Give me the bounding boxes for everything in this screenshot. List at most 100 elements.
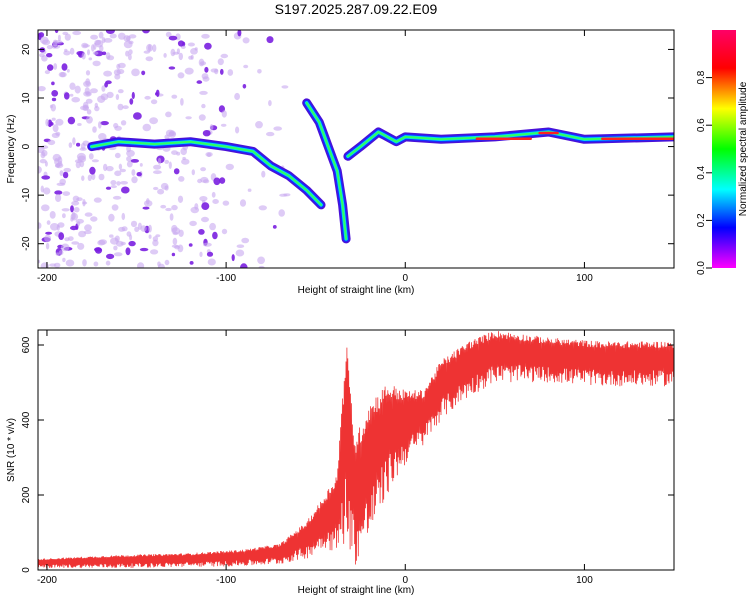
noise-speckle xyxy=(72,137,76,145)
noise-speckle xyxy=(55,194,62,202)
noise-speckle xyxy=(199,251,203,257)
x-tick-label: -100 xyxy=(216,273,236,284)
noise-speckle xyxy=(142,30,150,34)
noise-speckle xyxy=(71,201,80,206)
noise-speckle xyxy=(62,191,71,197)
noise-speckle xyxy=(51,81,55,86)
noise-speckle xyxy=(136,172,142,177)
noise-speckle xyxy=(71,241,80,245)
noise-speckle xyxy=(63,50,71,56)
x-tick-label: 100 xyxy=(576,575,593,586)
noise-speckle xyxy=(200,167,207,172)
noise-speckle xyxy=(214,68,219,75)
noise-speckle xyxy=(81,52,86,60)
noise-speckle xyxy=(49,211,56,219)
noise-speckle xyxy=(153,186,159,191)
noise-speckle xyxy=(105,80,112,85)
noise-speckle xyxy=(46,45,53,50)
noise-speckle xyxy=(74,159,82,163)
noise-speckle xyxy=(60,243,70,252)
noise-speckle xyxy=(47,64,54,71)
noise-speckle xyxy=(144,95,151,100)
noise-speckle xyxy=(81,175,85,181)
noise-speckle xyxy=(126,36,131,42)
x-tick-label: -200 xyxy=(37,575,57,586)
noise-speckle xyxy=(189,220,197,227)
noise-speckle xyxy=(137,262,145,268)
noise-speckle xyxy=(258,265,265,268)
noise-speckle xyxy=(185,116,192,120)
noise-speckle xyxy=(201,33,210,39)
noise-speckle xyxy=(205,152,213,157)
noise-speckle xyxy=(115,94,120,100)
noise-speckle xyxy=(150,249,159,255)
snr-marks xyxy=(38,331,674,569)
noise-speckle xyxy=(125,50,130,57)
noise-speckle xyxy=(168,161,172,169)
noise-speckle xyxy=(273,126,283,131)
noise-speckle xyxy=(128,49,133,55)
noise-speckle xyxy=(188,243,193,247)
x-tick-label: 100 xyxy=(576,273,593,284)
noise-speckle xyxy=(178,52,183,61)
noise-speckle xyxy=(134,226,140,232)
noise-speckle xyxy=(92,51,99,55)
noise-speckle xyxy=(69,82,76,90)
spectrogram-frame xyxy=(37,29,675,269)
noise-speckle xyxy=(109,234,114,238)
noise-speckle xyxy=(51,90,59,97)
noise-speckle xyxy=(148,44,152,52)
noise-speckle xyxy=(118,163,123,170)
noise-speckle xyxy=(85,91,91,96)
noise-speckle xyxy=(176,151,181,156)
noise-speckle xyxy=(258,205,267,211)
noise-speckle xyxy=(220,123,227,127)
noise-speckle xyxy=(129,98,134,105)
noise-speckle xyxy=(165,207,172,212)
noise-speckle xyxy=(64,33,71,41)
noise-speckle xyxy=(164,259,170,266)
noise-speckle xyxy=(231,254,235,262)
noise-speckle xyxy=(58,232,65,241)
noise-speckle xyxy=(111,204,119,211)
noise-speckle xyxy=(171,150,178,156)
noise-speckle xyxy=(242,84,247,89)
noise-speckle xyxy=(177,72,185,79)
noise-speckle xyxy=(85,116,93,124)
noise-speckle xyxy=(110,185,117,189)
noise-speckle xyxy=(194,203,199,210)
noise-speckle xyxy=(62,31,69,36)
noise-speckle xyxy=(239,199,247,207)
noise-speckle xyxy=(61,63,68,71)
noise-speckle xyxy=(101,37,106,44)
noise-speckle xyxy=(105,186,112,190)
noise-speckle xyxy=(97,239,106,246)
noise-speckle xyxy=(87,174,92,181)
noise-speckle xyxy=(70,205,74,213)
noise-speckle xyxy=(133,112,142,120)
noise-speckle xyxy=(77,123,82,126)
noise-speckle xyxy=(198,114,206,121)
spectrogram-y-ticks: -20 -10 0 10 20 xyxy=(21,43,674,251)
noise-speckle xyxy=(94,102,99,108)
noise-speckle xyxy=(93,197,102,203)
noise-speckle xyxy=(88,57,93,61)
noise-speckle xyxy=(281,85,289,89)
noise-speckle xyxy=(90,216,98,222)
snr-x-ticks: -200 -100 0 100 xyxy=(37,330,593,586)
noise-speckle xyxy=(44,70,51,75)
noise-speckle xyxy=(91,159,99,163)
noise-speckle xyxy=(235,249,245,257)
y-tick-label: 400 xyxy=(21,411,32,428)
noise-speckle xyxy=(45,231,52,235)
noise-speckle xyxy=(114,170,122,177)
noise-speckle xyxy=(44,161,48,167)
snr-y-label: SNR (10 * v/v) xyxy=(6,418,17,482)
noise-speckle xyxy=(113,69,121,76)
noise-speckle xyxy=(80,142,86,150)
noise-speckle xyxy=(46,53,53,58)
noise-speckle xyxy=(110,180,117,186)
noise-speckle xyxy=(177,195,184,203)
noise-speckle xyxy=(235,126,240,134)
noise-speckle xyxy=(139,163,143,167)
